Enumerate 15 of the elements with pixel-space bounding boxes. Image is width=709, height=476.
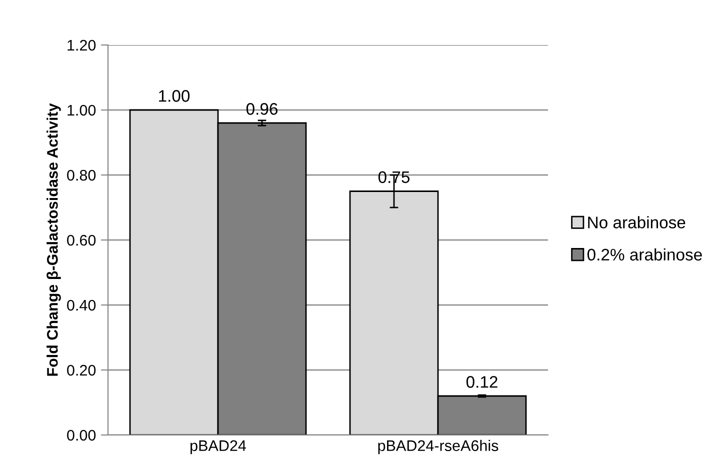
x-tick-label: pBAD24-rseA6his — [378, 440, 498, 454]
y-tick-label: 1.00 — [68, 104, 96, 116]
legend-label: 0.2% arabinose — [587, 248, 702, 261]
y-tick-label: 0.00 — [67, 430, 96, 441]
data-label: 0.96 — [246, 103, 278, 115]
y-axis-title: Fold Change β-Galactosidase Activity — [46, 103, 61, 376]
y-tick-label: 1.20 — [68, 40, 96, 51]
y-tick-label: 0.80 — [67, 170, 96, 181]
y-tick-label: 0.60 — [67, 234, 96, 246]
data-label: 1.00 — [159, 90, 190, 102]
x-tick-label: pBAD24 — [190, 440, 246, 454]
data-label: 0.12 — [466, 376, 498, 388]
legend-label: No arabinose — [588, 216, 686, 228]
y-tick-label: 0.20 — [67, 364, 96, 376]
y-tick-label: 0.40 — [67, 300, 96, 311]
